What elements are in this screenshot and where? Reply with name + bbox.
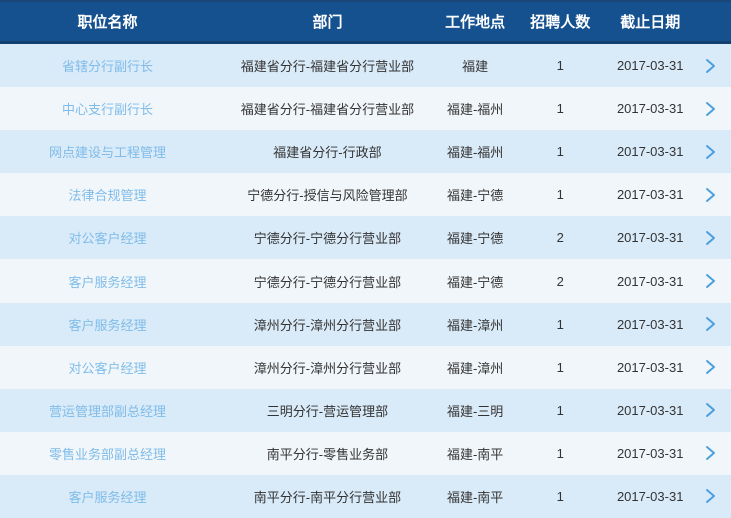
column-header-dept: 部门 xyxy=(312,14,343,31)
work-location-cell: 福建-三明 xyxy=(446,403,504,419)
chevron-right-icon[interactable] xyxy=(705,402,716,418)
work-location-cell: 福建-福州 xyxy=(446,102,504,118)
job-title-link[interactable]: 对公客户经理 xyxy=(68,360,147,376)
chevron-right-icon[interactable] xyxy=(705,316,716,332)
table-body: 省辖分行副行长 福建省分行-福建省分行营业部 福建 1 2017-03-31 中… xyxy=(0,44,731,518)
headcount-cell: 1 xyxy=(556,101,564,117)
deadline-cell: 2017-03-31 xyxy=(616,273,684,289)
row-action[interactable] xyxy=(690,316,731,332)
headcount-cell: 1 xyxy=(556,359,564,375)
deadline-cell: 2017-03-31 xyxy=(616,316,684,332)
headcount-cell: 2 xyxy=(556,273,564,289)
job-title-link[interactable]: 省辖分行副行长 xyxy=(61,59,153,75)
chevron-right-icon[interactable] xyxy=(705,187,716,203)
deadline-cell: 2017-03-31 xyxy=(616,359,684,375)
deadline-cell: 2017-03-31 xyxy=(616,101,684,117)
table-row[interactable]: 客户服务经理 漳州分行-漳州分行营业部 福建-漳州 1 2017-03-31 xyxy=(0,302,731,346)
chevron-right-icon[interactable] xyxy=(705,488,716,504)
chevron-right-icon[interactable] xyxy=(705,273,716,289)
job-title-link[interactable]: 网点建设与工程管理 xyxy=(48,145,166,161)
row-action[interactable] xyxy=(690,187,731,203)
row-action[interactable] xyxy=(690,359,731,375)
deadline-cell: 2017-03-31 xyxy=(616,445,684,461)
department-cell: 南平分行-南平分行营业部 xyxy=(253,489,402,505)
chevron-right-icon[interactable] xyxy=(705,101,716,117)
deadline-cell: 2017-03-31 xyxy=(616,230,684,246)
row-action[interactable] xyxy=(690,101,731,117)
row-action[interactable] xyxy=(690,230,731,246)
work-location-cell: 福建-宁德 xyxy=(446,274,504,290)
chevron-right-icon[interactable] xyxy=(705,445,716,461)
row-action[interactable] xyxy=(690,273,731,289)
headcount-cell: 1 xyxy=(556,402,564,418)
headcount-cell: 1 xyxy=(556,187,564,203)
chevron-right-icon[interactable] xyxy=(705,144,716,160)
table-row[interactable]: 对公客户经理 漳州分行-漳州分行营业部 福建-漳州 1 2017-03-31 xyxy=(0,345,731,389)
row-action[interactable] xyxy=(690,402,731,418)
work-location-cell: 福建-漳州 xyxy=(446,317,504,333)
table-row[interactable]: 对公客户经理 宁德分行-宁德分行营业部 福建-宁德 2 2017-03-31 xyxy=(0,216,731,260)
table-row[interactable]: 省辖分行副行长 福建省分行-福建省分行营业部 福建 1 2017-03-31 xyxy=(0,44,731,88)
work-location-cell: 福建-宁德 xyxy=(446,231,504,247)
department-cell: 南平分行-零售业务部 xyxy=(266,446,389,462)
department-cell: 宁德分行-宁德分行营业部 xyxy=(253,231,402,247)
row-action[interactable] xyxy=(690,445,731,461)
headcount-cell: 1 xyxy=(556,316,564,332)
deadline-cell: 2017-03-31 xyxy=(616,144,684,160)
deadline-cell: 2017-03-31 xyxy=(616,402,684,418)
table-row[interactable]: 网点建设与工程管理 福建省分行-行政部 福建-福州 1 2017-03-31 xyxy=(0,130,731,174)
department-cell: 福建省分行-福建省分行营业部 xyxy=(240,102,415,118)
headcount-cell: 1 xyxy=(556,58,564,74)
deadline-cell: 2017-03-31 xyxy=(616,488,684,504)
headcount-cell: 1 xyxy=(556,144,564,160)
headcount-cell: 2 xyxy=(556,230,564,246)
job-title-link[interactable]: 对公客户经理 xyxy=(68,231,147,247)
column-header-title: 职位名称 xyxy=(77,14,138,31)
department-cell: 宁德分行-授信与风险管理部 xyxy=(247,188,408,204)
headcount-cell: 1 xyxy=(556,488,564,504)
chevron-right-icon[interactable] xyxy=(705,359,716,375)
department-cell: 福建省分行-福建省分行营业部 xyxy=(240,59,415,75)
job-title-link[interactable]: 客户服务经理 xyxy=(68,274,147,290)
job-title-link[interactable]: 客户服务经理 xyxy=(68,489,147,505)
row-action[interactable] xyxy=(690,58,731,74)
department-cell: 宁德分行-宁德分行营业部 xyxy=(253,274,402,290)
table-header-row: 职位名称 部门 工作地点 招聘人数 截止日期 xyxy=(0,0,731,44)
column-header-count: 招聘人数 xyxy=(530,14,591,31)
work-location-cell: 福建-宁德 xyxy=(446,188,504,204)
table-row[interactable]: 客户服务经理 宁德分行-宁德分行营业部 福建-宁德 2 2017-03-31 xyxy=(0,259,731,303)
chevron-right-icon[interactable] xyxy=(705,230,716,246)
work-location-cell: 福建-南平 xyxy=(446,446,504,462)
job-title-link[interactable]: 营运管理部副总经理 xyxy=(48,403,166,419)
column-header-location: 工作地点 xyxy=(445,14,506,31)
table-row[interactable]: 客户服务经理 南平分行-南平分行营业部 福建-南平 1 2017-03-31 xyxy=(0,474,731,518)
headcount-cell: 1 xyxy=(556,445,564,461)
chevron-right-icon[interactable] xyxy=(705,58,716,74)
row-action[interactable] xyxy=(690,488,731,504)
column-header-deadline: 截止日期 xyxy=(620,14,681,31)
work-location-cell: 福建-福州 xyxy=(446,145,504,161)
deadline-cell: 2017-03-31 xyxy=(616,187,684,203)
department-cell: 福建省分行-行政部 xyxy=(273,145,382,161)
table-row[interactable]: 中心支行副行长 福建省分行-福建省分行营业部 福建-福州 1 2017-03-3… xyxy=(0,87,731,131)
work-location-cell: 福建-南平 xyxy=(446,489,504,505)
department-cell: 漳州分行-漳州分行营业部 xyxy=(253,317,402,333)
department-cell: 漳州分行-漳州分行营业部 xyxy=(253,360,402,376)
department-cell: 三明分行-营运管理部 xyxy=(266,403,389,419)
table-row[interactable]: 法律合规管理 宁德分行-授信与风险管理部 福建-宁德 1 2017-03-31 xyxy=(0,173,731,217)
deadline-cell: 2017-03-31 xyxy=(616,58,684,74)
table-row[interactable]: 营运管理部副总经理 三明分行-营运管理部 福建-三明 1 2017-03-31 xyxy=(0,388,731,432)
job-title-link[interactable]: 中心支行副行长 xyxy=(61,102,153,118)
job-title-link[interactable]: 客户服务经理 xyxy=(68,317,147,333)
work-location-cell: 福建-漳州 xyxy=(446,360,504,376)
work-location-cell: 福建 xyxy=(462,59,489,75)
job-title-link[interactable]: 法律合规管理 xyxy=(68,188,147,204)
table-row[interactable]: 零售业务部副总经理 南平分行-零售业务部 福建-南平 1 2017-03-31 xyxy=(0,431,731,475)
job-title-link[interactable]: 零售业务部副总经理 xyxy=(48,446,166,462)
row-action[interactable] xyxy=(690,144,731,160)
